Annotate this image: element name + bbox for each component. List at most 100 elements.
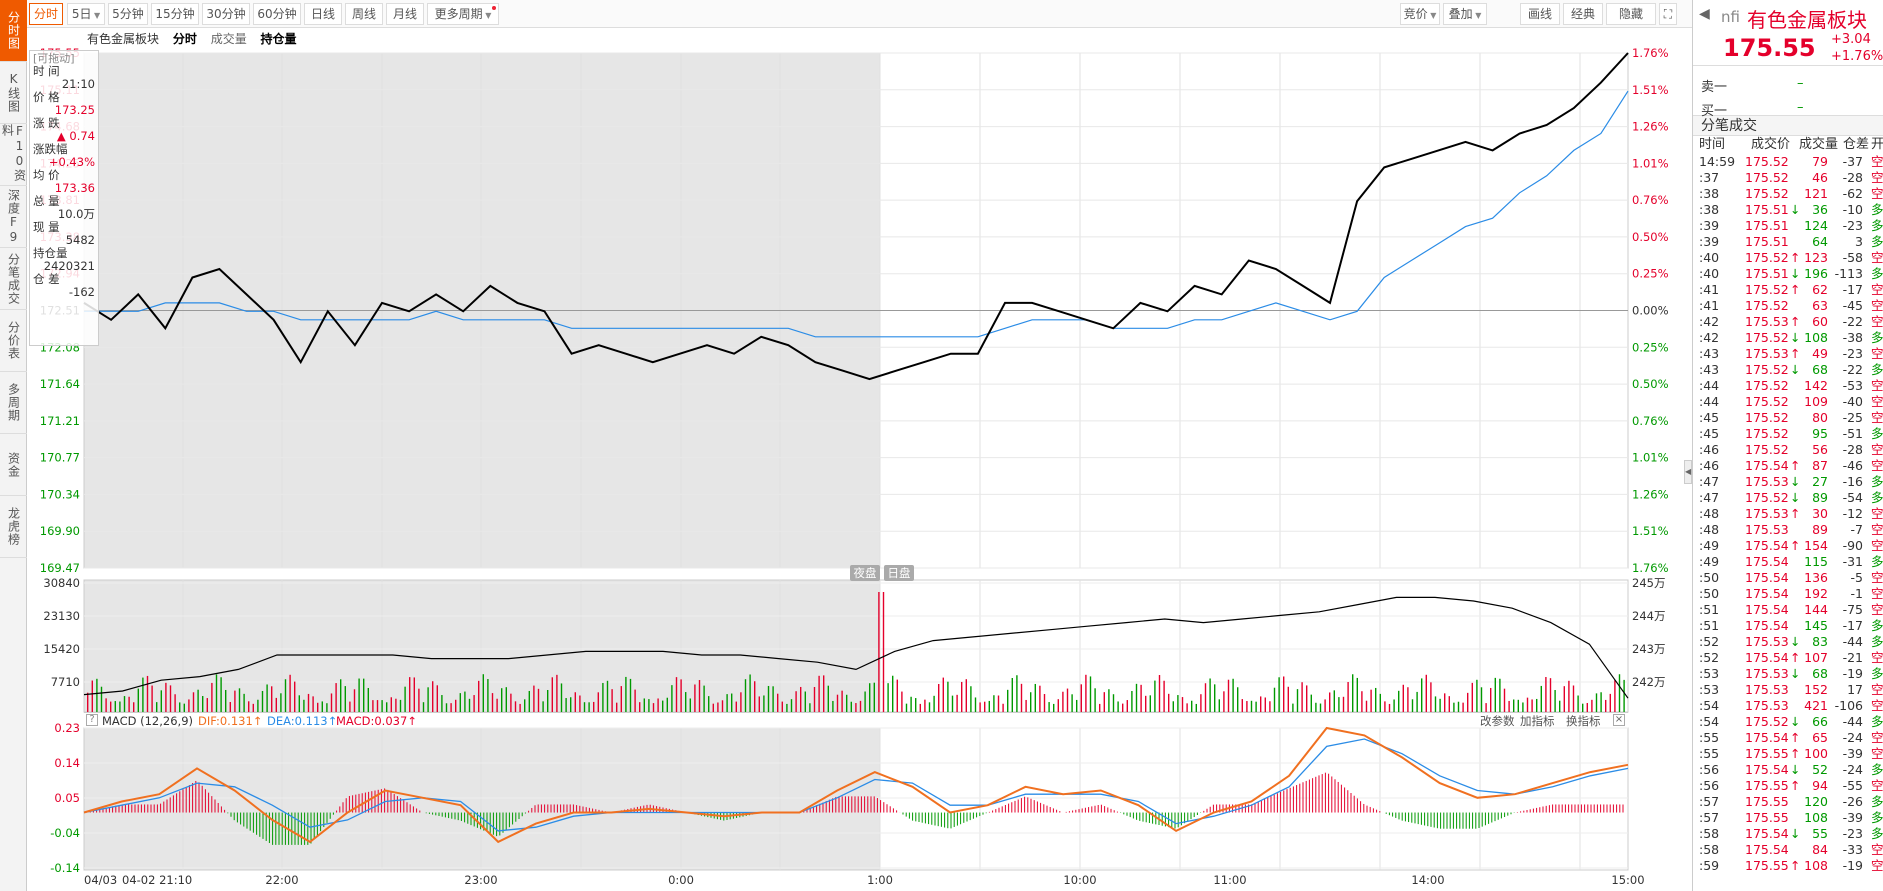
volume-bar — [836, 694, 839, 712]
night-shade-volume — [84, 580, 880, 712]
period-button-8[interactable]: 月线 — [386, 3, 424, 25]
tool-button-2[interactable]: 画线 — [1520, 3, 1560, 25]
left-tab-5[interactable]: 分价表 — [0, 310, 27, 372]
trade-price: 175.55 — [1745, 794, 1789, 809]
trade-volume: 84 — [1812, 842, 1828, 857]
left-tab-4[interactable]: 分笔成交 — [0, 248, 27, 310]
tool-button-5[interactable]: ⛶ — [1659, 3, 1677, 25]
intraday-chart[interactable]: 175.551.76%175.111.51%174.681.26%174.251… — [0, 0, 1692, 891]
trade-volume: 64 — [1812, 234, 1828, 249]
trade-price: 175.54 — [1745, 842, 1789, 857]
session-tag-bg-0 — [850, 565, 880, 581]
price-tick-right-8: 0.25% — [1632, 340, 1669, 354]
session-tag-bg-1 — [884, 565, 914, 581]
volume-bar — [620, 686, 622, 712]
trade-time: :52 — [1699, 634, 1720, 649]
volume-bar — [487, 679, 489, 712]
trade-row: :49 175.54 115 -31 多 — [1693, 554, 1883, 570]
left-tab-6[interactable]: 多周期 — [0, 372, 27, 434]
period-button-6[interactable]: 日线 — [304, 3, 342, 25]
period-button-0[interactable]: 分时 — [29, 3, 63, 25]
period-button-1[interactable]: 5日 ▼ — [67, 3, 105, 25]
left-tab-0[interactable]: 分时图 — [0, 0, 27, 62]
trade-volume: 154 — [1804, 538, 1828, 553]
back-arrow-icon[interactable]: ◀ — [1699, 6, 1710, 22]
volume-bar — [657, 698, 659, 712]
price-tick-left-10: 171.21 — [40, 414, 80, 428]
macd-params-button[interactable]: 改参数 — [1480, 714, 1515, 728]
period-button-4[interactable]: 30分钟 — [202, 3, 250, 25]
period-button-3[interactable]: 15分钟 — [151, 3, 199, 25]
trade-arrow-icon: ↑ — [1790, 746, 1801, 761]
trade-time: :59 — [1699, 858, 1720, 873]
trade-time: :43 — [1699, 362, 1720, 377]
trade-row: :52 175.53 ↓ 83 -44 多 — [1693, 634, 1883, 650]
price-tick-left-11: 170.77 — [40, 451, 80, 465]
trade-row: :49 175.54 ↑ 154 -90 空 — [1693, 538, 1883, 554]
trade-type: 多 — [1871, 714, 1883, 729]
tab-intraday[interactable]: 分时 — [172, 32, 197, 46]
period-button-5[interactable]: 60分钟 — [253, 3, 301, 25]
volume-bar — [183, 703, 185, 712]
time-label-4: 0:00 — [668, 873, 694, 887]
volume-bar — [501, 688, 503, 712]
volume-bar — [643, 698, 645, 712]
tool-button-3[interactable]: 经典 — [1563, 3, 1603, 25]
trade-arrow-icon: ↑ — [1790, 506, 1801, 521]
volume-bar — [399, 699, 402, 712]
volume-bar — [1568, 680, 1570, 712]
tool-label: 叠加 — [1448, 7, 1473, 21]
macd-switch-indicator-button[interactable]: 换指标 — [1566, 714, 1601, 728]
period-button-7[interactable]: 周线 — [345, 3, 383, 25]
left-tab-8[interactable]: 龙虎榜 — [0, 496, 27, 558]
tab-volume[interactable]: 成交量 — [210, 32, 247, 46]
time-label-1: 04-02 21:10 — [122, 873, 192, 887]
macd-help-icon[interactable]: ? — [86, 714, 98, 726]
trade-price: 175.53 — [1745, 666, 1789, 681]
volume-bar — [257, 699, 259, 712]
left-tab-7[interactable]: 资金 — [0, 434, 27, 496]
tab-open-interest[interactable]: 持仓量 — [260, 32, 297, 46]
trade-oi-diff: -45 — [1842, 298, 1863, 313]
macd-close-icon[interactable]: × — [1613, 714, 1625, 726]
volume-bar — [473, 695, 475, 712]
dropdown-caret-icon: ▼ — [1427, 11, 1437, 20]
period-button-9[interactable]: 更多周期 ▼ — [427, 3, 499, 25]
trade-oi-diff: -90 — [1842, 538, 1863, 553]
trade-oi-diff: -51 — [1842, 426, 1863, 441]
tool-button-1[interactable]: 叠加 ▼ — [1443, 3, 1487, 25]
volume-bar — [864, 691, 866, 712]
tool-button-4[interactable]: 隐藏 — [1606, 3, 1656, 25]
volume-bar — [703, 685, 705, 712]
trade-price: 175.52 — [1745, 442, 1789, 457]
left-tab-3[interactable]: 深度F9 — [0, 186, 27, 248]
volume-bar — [1513, 699, 1515, 712]
tool-button-0[interactable]: 竞价 ▼ — [1400, 3, 1440, 25]
volume-bar — [1246, 701, 1248, 712]
price-tick-right-14: 1.76% — [1632, 561, 1669, 575]
collapse-panel-button[interactable]: ◀ — [1684, 460, 1692, 484]
volume-bar — [266, 684, 268, 712]
price-tick-right-3: 1.01% — [1632, 156, 1669, 170]
volume-bar — [1195, 703, 1197, 712]
trade-volume: 109 — [1804, 394, 1828, 409]
trade-type: 空 — [1871, 506, 1883, 521]
volume-bar — [671, 685, 673, 712]
trade-time: :41 — [1699, 282, 1720, 297]
volume-bar — [1223, 691, 1225, 712]
trade-type: 空 — [1871, 250, 1883, 265]
macd-add-indicator-button[interactable]: 加指标 — [1520, 714, 1555, 728]
volume-bar — [271, 686, 273, 712]
volume-bar — [1591, 699, 1593, 712]
volume-bar — [818, 675, 820, 712]
left-tab-2[interactable]: F10资料 — [0, 124, 27, 186]
trade-type: 空 — [1871, 650, 1883, 665]
crosshair-info-panel[interactable]: [可拖动] 时 间 21:10 价 格 173.25 涨 跌 ▲ 0.74 涨跌… — [29, 50, 99, 346]
left-tab-1[interactable]: K线图 — [0, 62, 27, 124]
trade-time: :38 — [1699, 202, 1720, 217]
period-button-2[interactable]: 5分钟 — [108, 3, 148, 25]
trade-time: :42 — [1699, 314, 1720, 329]
volume-bar — [220, 677, 222, 712]
volume-bar — [1324, 699, 1326, 712]
trade-volume: 63 — [1812, 298, 1828, 313]
